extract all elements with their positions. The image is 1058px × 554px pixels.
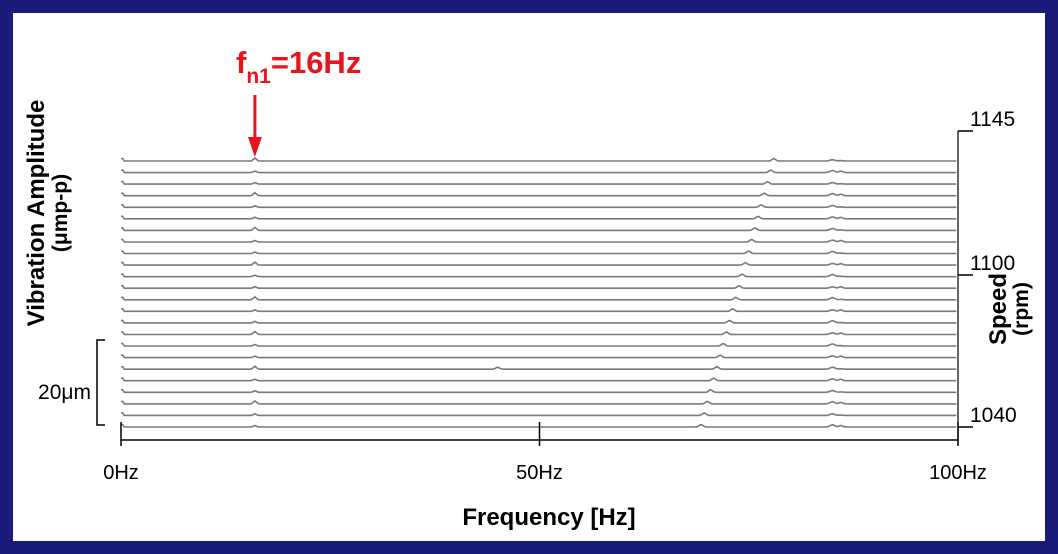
spectrum-trace bbox=[121, 354, 957, 359]
fn1-subscript: n1 bbox=[246, 65, 271, 88]
x-tick-label: 0Hz bbox=[103, 462, 139, 484]
x-tick-label: 100Hz bbox=[929, 462, 987, 484]
spectrum-trace bbox=[121, 330, 957, 336]
x-tick-label: 50Hz bbox=[516, 462, 563, 484]
spectrum-trace bbox=[121, 399, 957, 405]
spectrum-trace bbox=[121, 295, 957, 301]
y-axis-unit: (μmp-p) bbox=[49, 174, 72, 252]
spectrum-trace bbox=[121, 204, 957, 209]
spectrum-trace bbox=[121, 319, 957, 324]
fn1-arrow-head bbox=[247, 137, 262, 157]
spectrum-trace bbox=[121, 342, 957, 347]
speed-tick-label: 1040 bbox=[970, 404, 1017, 427]
spectrum-trace bbox=[121, 388, 957, 394]
speed-tick-label: 1145 bbox=[970, 108, 1015, 131]
spectrum-trace bbox=[121, 412, 957, 417]
spectrum-trace bbox=[121, 423, 957, 428]
spectrum-trace bbox=[121, 273, 957, 278]
spectrum-trace bbox=[121, 180, 957, 185]
fn1-base: f bbox=[236, 45, 247, 80]
x-axis-label: Frequency [Hz] bbox=[462, 504, 635, 531]
speed-axis-label: Speed bbox=[985, 273, 1012, 345]
fn1-label: fn1=16Hz bbox=[236, 45, 361, 88]
speed-ticks: 1040 1100 1145 bbox=[958, 108, 1017, 428]
spectrum-trace bbox=[121, 308, 957, 313]
chart-frame: 0Hz 50Hz 100Hz 1040 1100 1145 20μm Vibration… bbox=[13, 13, 1045, 541]
amplitude-scale-label: 20μm bbox=[38, 381, 91, 404]
speed-axis-unit: (rpm) bbox=[1010, 282, 1033, 336]
spectrum-trace bbox=[121, 169, 957, 174]
spectrum-trace bbox=[121, 156, 957, 162]
spectrum-trace bbox=[121, 365, 957, 370]
spectrum-traces bbox=[121, 156, 957, 428]
speed-tick-label: 1100 bbox=[970, 252, 1015, 275]
y-axis-label: Vibration Amplitude bbox=[23, 100, 50, 327]
spectrum-trace bbox=[121, 250, 957, 255]
spectrum-trace bbox=[121, 377, 957, 382]
amplitude-scale-bracket bbox=[96, 339, 105, 426]
spectrum-trace bbox=[121, 261, 957, 266]
spectrum-trace bbox=[121, 226, 957, 232]
waterfall-plot: 0Hz 50Hz 100Hz 1040 1100 1145 20μm Vibration… bbox=[23, 45, 1033, 531]
spectrum-trace bbox=[121, 191, 957, 197]
x-ticks: 0Hz 50Hz 100Hz bbox=[103, 422, 987, 484]
fn1-suffix: =16Hz bbox=[271, 45, 361, 80]
fn1-annotation: fn1=16Hz bbox=[236, 45, 361, 157]
spectrum-trace bbox=[121, 284, 957, 289]
spectrum-trace bbox=[121, 238, 957, 243]
spectrum-trace bbox=[121, 215, 957, 220]
